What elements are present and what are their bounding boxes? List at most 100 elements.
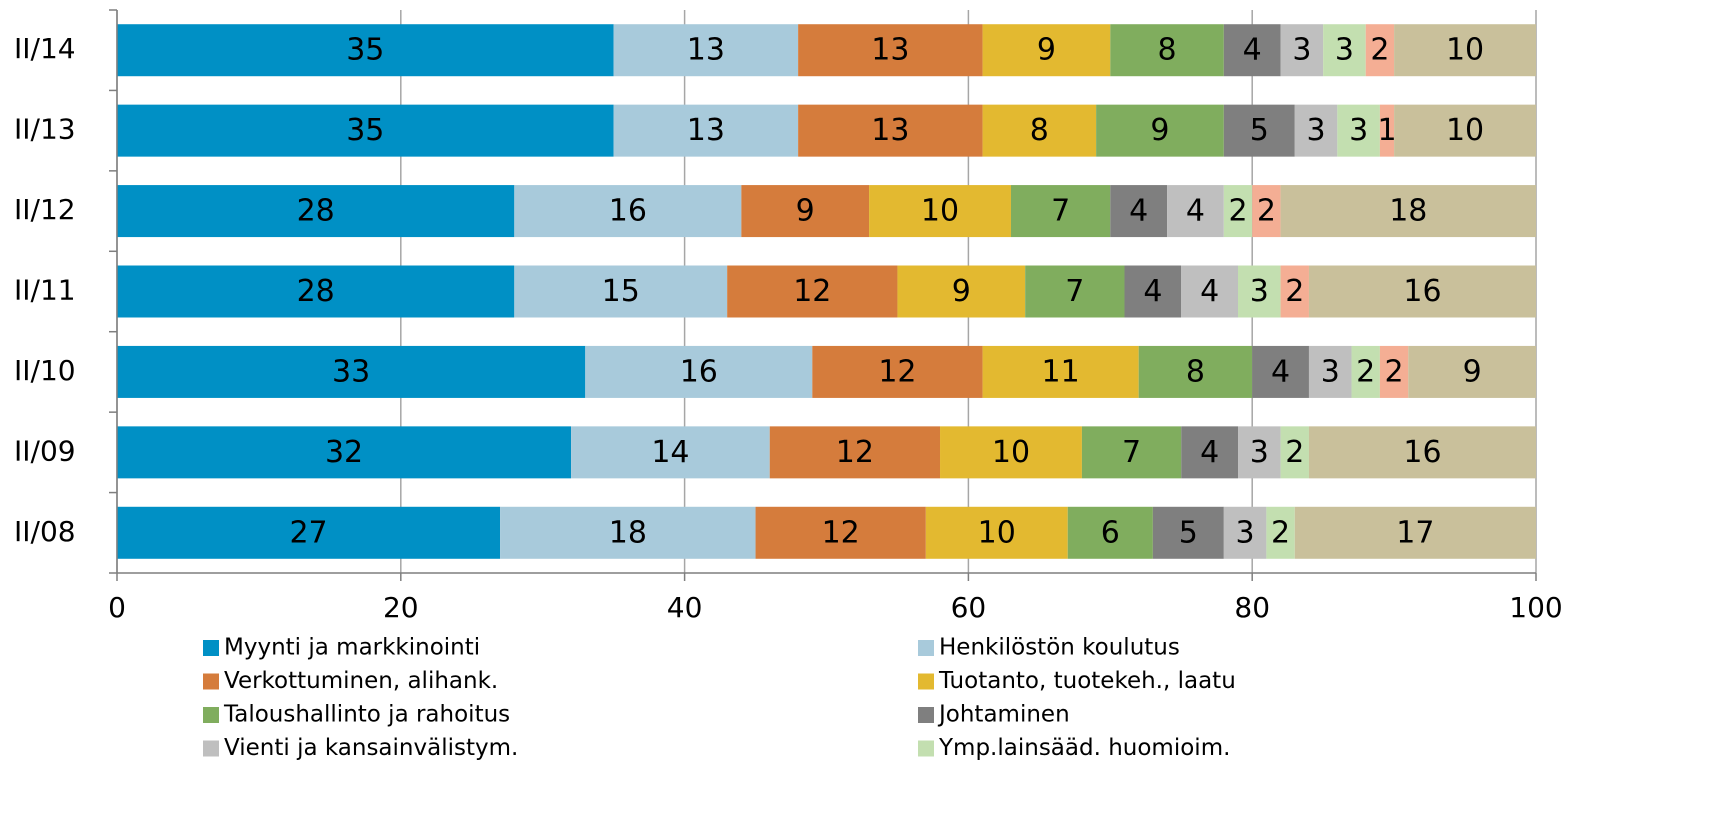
data-label: 9 [1463, 354, 1482, 389]
bar-segment [1081, 426, 1182, 479]
bar-segment [514, 185, 742, 238]
data-label: 1 [1377, 113, 1396, 148]
y-tick-label: II/13 [14, 113, 76, 146]
x-tick-label: 20 [383, 591, 419, 624]
data-label: 2 [1257, 194, 1276, 229]
bar-segment [1294, 104, 1338, 157]
bar-segment [1323, 24, 1366, 77]
bar-segment [727, 265, 898, 318]
legend-swatch [918, 707, 934, 723]
bar-segment [1010, 185, 1111, 238]
bar-segment [1238, 265, 1281, 318]
bar-segment [769, 426, 941, 479]
data-label: 3 [1335, 33, 1354, 68]
bar-segment [1223, 24, 1281, 77]
data-label: 32 [325, 435, 363, 470]
bar-segment [1181, 265, 1239, 318]
bar-segment [1025, 265, 1125, 318]
bar-segment [585, 345, 813, 398]
bar-segment [1337, 104, 1380, 157]
bar-segment [798, 104, 983, 157]
data-label: 4 [1186, 194, 1205, 229]
data-label: 3 [1321, 354, 1340, 389]
bar-segment [925, 506, 1068, 559]
legend-swatch [203, 707, 219, 723]
data-label: 18 [609, 515, 647, 550]
data-label: 3 [1250, 274, 1269, 309]
data-label: 10 [921, 194, 959, 229]
bar-segment [1394, 24, 1536, 77]
data-label: 2 [1285, 274, 1304, 309]
x-tick-label: 0 [108, 591, 126, 624]
bar-segment [1280, 426, 1309, 479]
data-label: 16 [680, 354, 718, 389]
legend-label: Taloushallinto ja rahoitus [223, 702, 510, 728]
data-label: 5 [1250, 113, 1269, 148]
bar-segment [1110, 185, 1168, 238]
data-label: 7 [1051, 194, 1070, 229]
data-label: 7 [1122, 435, 1141, 470]
y-tick-label: II/11 [14, 274, 76, 307]
data-label: 12 [793, 274, 831, 309]
legend-label: Ymp.lainsääd. huomioim. [938, 735, 1230, 761]
y-tick-label: II/12 [14, 193, 76, 226]
bar-segment [798, 24, 983, 77]
bar-segment [1394, 104, 1536, 157]
data-label: 9 [1037, 33, 1056, 68]
bar-segment [1294, 506, 1536, 559]
bar-segment [1408, 345, 1536, 398]
y-tick-label: II/08 [14, 515, 76, 548]
bar-segment [117, 265, 515, 318]
data-label: 2 [1370, 33, 1389, 68]
bar-segment [1067, 506, 1153, 559]
bar-segment [1266, 506, 1295, 559]
y-tick-label: II/14 [14, 32, 76, 65]
data-label: 3 [1250, 435, 1269, 470]
bar-segment [1096, 104, 1224, 157]
bar-segment [1124, 265, 1182, 318]
bar-segment [117, 426, 572, 479]
bar-segment [117, 24, 614, 77]
data-label: 8 [1030, 113, 1049, 148]
data-label: 13 [687, 113, 725, 148]
data-label: 2 [1228, 194, 1247, 229]
legend-swatch [203, 640, 219, 656]
y-tick-label: II/10 [14, 354, 76, 387]
data-label: 3 [1349, 113, 1368, 148]
bar-segment [1223, 185, 1253, 238]
bar-segment [869, 185, 1011, 238]
data-label: 16 [609, 194, 647, 229]
data-label: 9 [796, 194, 815, 229]
data-label: 12 [836, 435, 874, 470]
data-label: 2 [1285, 435, 1304, 470]
bar-segment [1379, 104, 1395, 157]
bar-segment [1110, 24, 1224, 77]
data-label: 12 [878, 354, 916, 389]
data-label: 12 [822, 515, 860, 550]
data-label: 7 [1065, 274, 1084, 309]
bar-segment [755, 506, 926, 559]
data-label: 10 [978, 515, 1016, 550]
bar-segment [1280, 265, 1309, 318]
data-label: 15 [602, 274, 640, 309]
data-label: 28 [297, 274, 335, 309]
y-tick-label: II/09 [14, 434, 76, 467]
bar-segment [982, 24, 1111, 77]
data-label: 4 [1143, 274, 1162, 309]
x-tick-label: 100 [1509, 591, 1562, 624]
data-label: 17 [1396, 515, 1434, 550]
data-label: 10 [992, 435, 1030, 470]
bar-segment [117, 185, 515, 238]
legend-swatch [918, 740, 934, 757]
data-label: 9 [1150, 113, 1169, 148]
data-label: 2 [1385, 354, 1404, 389]
x-tick-label: 40 [667, 591, 703, 624]
bar-segment [1138, 345, 1253, 398]
data-label: 3 [1307, 113, 1326, 148]
legend-swatch [918, 673, 934, 690]
data-label: 6 [1101, 515, 1120, 550]
bar-segment [117, 506, 501, 559]
bar-segment [117, 104, 614, 157]
bar-segment [1379, 345, 1409, 398]
legend-label: Myynti ja markkinointi [224, 635, 480, 661]
